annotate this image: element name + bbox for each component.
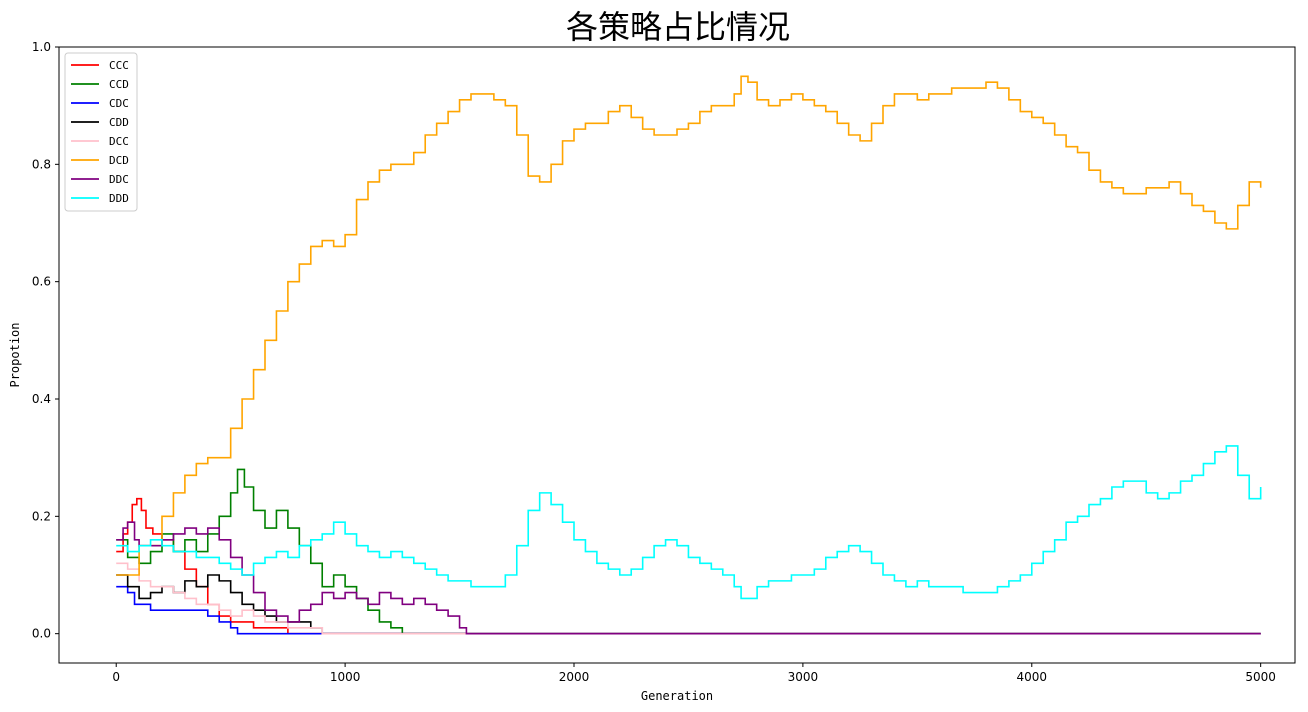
y-tick-label: 0.0 xyxy=(32,627,51,641)
legend-box xyxy=(64,52,138,212)
legend-label-dcd: DCD xyxy=(109,154,129,167)
x-tick-label: 4000 xyxy=(1017,670,1048,684)
y-tick-label: 0.8 xyxy=(32,157,51,171)
y-tick-label: 1.0 xyxy=(32,40,51,54)
series-line-ddc xyxy=(116,521,1261,635)
y-tick-label: 0.6 xyxy=(32,275,51,289)
legend-label-cdc: CDC xyxy=(109,97,129,110)
y-axis-label: Propotion xyxy=(8,322,22,387)
x-tick-label: 2000 xyxy=(559,670,590,684)
legend-label-ccd: CCD xyxy=(109,78,129,91)
plot-area xyxy=(116,75,1262,635)
x-tick-label: 0 xyxy=(112,670,120,684)
x-tick-label: 1000 xyxy=(330,670,361,684)
x-tick-label: 5000 xyxy=(1245,670,1276,684)
plot-frame xyxy=(58,46,1296,664)
x-axis-label: Generation xyxy=(641,689,713,703)
y-tick-label: 0.4 xyxy=(32,392,51,406)
series-line-cdc xyxy=(116,585,1261,635)
legend-label-ddc: DDC xyxy=(109,173,129,186)
chart-title: 各策略占比情况 xyxy=(566,8,790,46)
legend-label-ccc: CCC xyxy=(109,59,129,72)
legend-label-dcc: DCC xyxy=(109,135,129,148)
x-axis: 0 1000 2000 3000 4000 5000 xyxy=(112,663,1276,684)
series-line-ddd xyxy=(116,445,1262,600)
legend-label-cdd: CDD xyxy=(109,116,129,129)
series-line-dcc xyxy=(116,562,1261,635)
legend: CCC CCD CDC CDD DCC DCD DDC DDD xyxy=(64,52,138,212)
x-tick-label: 3000 xyxy=(788,670,819,684)
legend-label-ddd: DDD xyxy=(109,192,129,205)
y-tick-label: 0.2 xyxy=(32,509,51,523)
series-line-dcd xyxy=(116,75,1262,576)
y-axis: 0.0 0.2 0.4 0.6 0.8 1.0 xyxy=(32,40,59,641)
